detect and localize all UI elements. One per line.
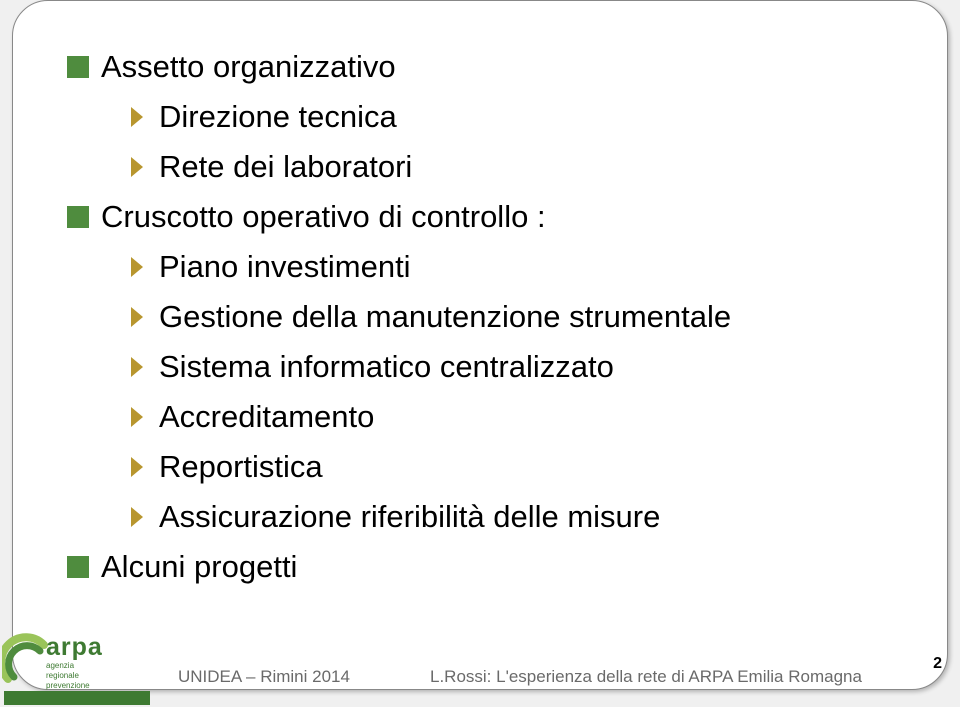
- list-item: Reportistica: [129, 449, 907, 485]
- chevron-bullet-icon: [129, 305, 151, 329]
- list-item-text: Sistema informatico centralizzato: [159, 349, 614, 385]
- list-item-text: Rete dei laboratori: [159, 149, 412, 185]
- page-number: 2: [933, 655, 942, 673]
- chevron-bullet-icon: [129, 405, 151, 429]
- list-item: Accreditamento: [129, 399, 907, 435]
- list-item-text: Gestione della manutenzione strumentale: [159, 299, 731, 335]
- list-item: Direzione tecnica: [129, 99, 907, 135]
- chevron-bullet-icon: [129, 255, 151, 279]
- slide-frame: Assetto organizzativo Direzione tecnica Re…: [12, 0, 948, 690]
- logo-sub-line: regionale: [46, 671, 90, 681]
- list-item: Cruscotto operativo di controllo :: [67, 199, 907, 235]
- logo: arpa agenzia regionale prevenzione e amb…: [2, 641, 152, 707]
- list-item-text: Assetto organizzativo: [101, 49, 396, 85]
- list-item-text: Direzione tecnica: [159, 99, 397, 135]
- list-item-text: Cruscotto operativo di controllo :: [101, 199, 546, 235]
- list-item-text: Accreditamento: [159, 399, 374, 435]
- chevron-bullet-icon: [129, 355, 151, 379]
- logo-sub-line: prevenzione: [46, 681, 90, 691]
- list-item: Rete dei laboratori: [129, 149, 907, 185]
- footer-right-text: L.Rossi: L'esperienza della rete di ARPA…: [430, 667, 862, 687]
- list-item: Alcuni progetti: [67, 549, 907, 585]
- footer-left-text: UNIDEA – Rimini 2014: [178, 667, 350, 687]
- logo-sub-line: agenzia: [46, 661, 90, 671]
- list-item: Assetto organizzativo: [67, 49, 907, 85]
- chevron-bullet-icon: [129, 455, 151, 479]
- logo-region-bar: [4, 691, 150, 705]
- list-item-text: Reportistica: [159, 449, 323, 485]
- list-item-text: Alcuni progetti: [101, 549, 297, 585]
- content-area: Assetto organizzativo Direzione tecnica Re…: [67, 49, 907, 599]
- chevron-bullet-icon: [129, 155, 151, 179]
- list-item: Gestione della manutenzione strumentale: [129, 299, 907, 335]
- footer: arpa agenzia regionale prevenzione e amb…: [0, 643, 960, 707]
- list-item: Piano investimenti: [129, 249, 907, 285]
- logo-name: arpa: [46, 633, 103, 662]
- square-bullet-icon: [67, 56, 89, 78]
- square-bullet-icon: [67, 556, 89, 578]
- list-item-text: Piano investimenti: [159, 249, 411, 285]
- square-bullet-icon: [67, 206, 89, 228]
- list-item: Assicurazione riferibilità delle misure: [129, 499, 907, 535]
- chevron-bullet-icon: [129, 505, 151, 529]
- chevron-bullet-icon: [129, 105, 151, 129]
- list-item: Sistema informatico centralizzato: [129, 349, 907, 385]
- list-item-text: Assicurazione riferibilità delle misure: [159, 499, 660, 535]
